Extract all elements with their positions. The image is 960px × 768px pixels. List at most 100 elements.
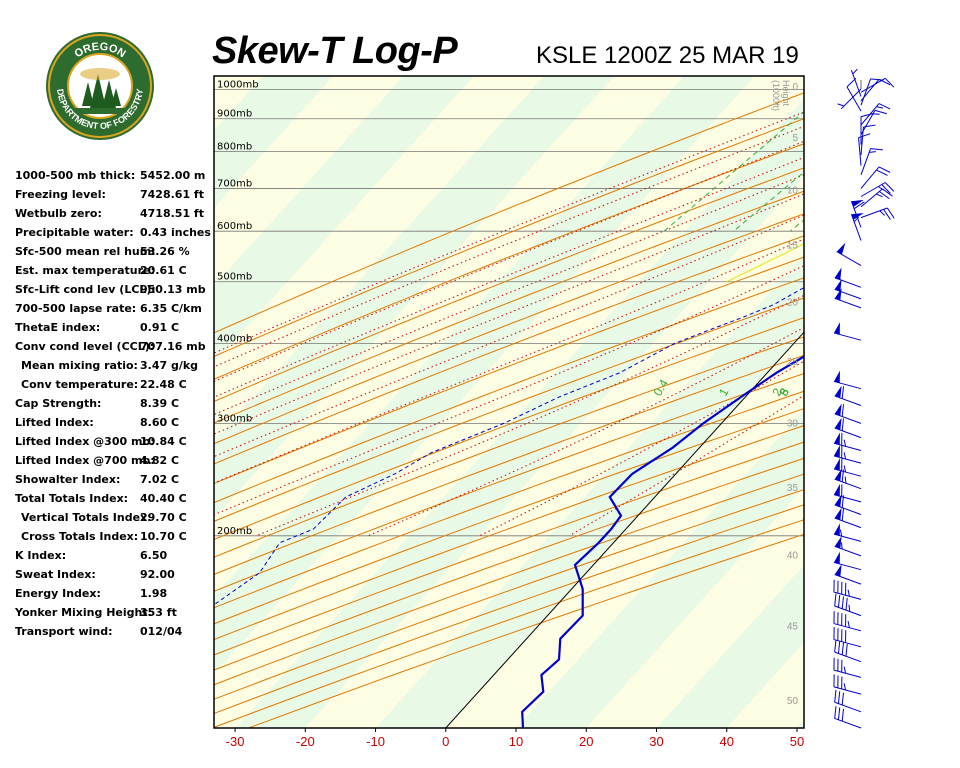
temperature-tick-label: 10 bbox=[509, 734, 523, 749]
barb-staff bbox=[833, 380, 862, 390]
logo-top-text: OREGON bbox=[72, 41, 127, 61]
temperature-trace bbox=[521, 355, 804, 728]
wind-barb bbox=[837, 88, 862, 110]
dewpoint-trace bbox=[214, 287, 804, 606]
temperature-band bbox=[214, 76, 685, 597]
dry-adiabat-line bbox=[214, 213, 804, 445]
barb-feather bbox=[860, 113, 874, 118]
barb-feather bbox=[834, 593, 837, 607]
barb-feather bbox=[843, 666, 847, 674]
index-value: 012/04 bbox=[140, 625, 183, 638]
mixing-ratio-line bbox=[917, 76, 960, 231]
barb-staff bbox=[834, 277, 862, 288]
barb-feather bbox=[847, 621, 850, 628]
mixing-ratio-line bbox=[733, 171, 804, 232]
dry-adiabat-line bbox=[214, 235, 804, 465]
index-label: Precipitable water: bbox=[15, 226, 134, 239]
barb-feather bbox=[837, 707, 841, 720]
wind-barb bbox=[850, 68, 862, 97]
height-tick-label: 10 bbox=[787, 186, 799, 197]
index-label: ThetaE index: bbox=[15, 321, 101, 334]
pressure-label: 800mb bbox=[217, 141, 252, 152]
barb-feather bbox=[869, 151, 876, 153]
barb-feather bbox=[841, 642, 844, 655]
wind-barb bbox=[834, 417, 862, 439]
index-label: 1000-500 mb thick: bbox=[15, 169, 136, 182]
barb-feather bbox=[841, 418, 844, 431]
barb-flag bbox=[834, 507, 842, 521]
index-value: 4.82 C bbox=[140, 454, 180, 467]
wind-barb bbox=[833, 370, 862, 390]
temperature-band bbox=[796, 720, 804, 728]
dry-adiabat-line bbox=[214, 408, 804, 625]
index-label: Lifted Index: bbox=[15, 416, 94, 429]
dry-adiabat-line bbox=[214, 277, 804, 504]
index-value: 6.50 bbox=[140, 549, 168, 562]
wind-barb bbox=[834, 267, 862, 288]
mixing-ratio-line bbox=[663, 111, 804, 232]
barb-flag bbox=[834, 403, 842, 416]
wind-barb bbox=[834, 494, 862, 515]
barb-feather bbox=[882, 188, 893, 197]
barb-staff bbox=[834, 701, 862, 713]
barb-staff bbox=[833, 561, 862, 571]
height-axis-label: Height bbox=[781, 80, 791, 107]
barb-feather bbox=[848, 604, 851, 612]
index-label: Sfc-500 mean rel hum: bbox=[15, 245, 156, 258]
pressure-label: 500mb bbox=[217, 272, 252, 283]
wind-barb bbox=[858, 133, 871, 166]
barb-staff bbox=[860, 182, 886, 197]
wind-barb bbox=[860, 124, 876, 155]
temperature-band bbox=[235, 99, 804, 728]
barb-feather bbox=[884, 77, 895, 88]
moist-adiabat-line bbox=[214, 156, 804, 398]
barb-staff bbox=[840, 88, 862, 110]
pressure-label: 200mb bbox=[217, 526, 252, 537]
index-value: 950.13 mb bbox=[140, 283, 206, 296]
barb-staff bbox=[833, 639, 862, 648]
barb-feather bbox=[879, 191, 890, 200]
index-value: 1.98 bbox=[140, 587, 168, 600]
chart-title: Skew-T Log-P bbox=[212, 30, 458, 72]
barb-flag bbox=[834, 267, 842, 280]
barb-staff bbox=[834, 605, 862, 617]
pressure-label: 700mb bbox=[217, 178, 252, 189]
index-label: Sweat Index: bbox=[15, 568, 96, 581]
index-value: 5452.00 m bbox=[140, 169, 206, 182]
barb-feather bbox=[843, 465, 847, 473]
barb-staff bbox=[846, 86, 862, 112]
barb-flag bbox=[833, 523, 840, 536]
barb-flag bbox=[833, 483, 840, 497]
index-label: Yonker Mixing Height: bbox=[15, 606, 152, 619]
index-value: 707.16 mb bbox=[140, 340, 206, 353]
index-label: Showalter Index: bbox=[15, 473, 121, 486]
height-tick-label: 50 bbox=[787, 696, 799, 707]
temperature-band bbox=[726, 642, 804, 728]
barb-staff bbox=[836, 251, 862, 267]
index-value: 0.91 C bbox=[140, 321, 180, 334]
barb-staff bbox=[834, 395, 862, 406]
index-value: 40.40 C bbox=[140, 492, 187, 505]
wind-barb bbox=[833, 322, 862, 341]
dry-adiabat-line bbox=[214, 372, 804, 592]
dry-adiabat-line bbox=[214, 256, 804, 485]
barb-staff bbox=[833, 494, 862, 503]
wind-barb bbox=[850, 213, 864, 241]
pressure-label: 1000mb bbox=[217, 80, 259, 91]
barb-feather bbox=[841, 692, 844, 706]
barb-staff bbox=[833, 686, 862, 695]
index-label: Lifted Index @300 mb: bbox=[15, 435, 155, 448]
barb-flag bbox=[834, 564, 842, 577]
pressure-label: 900mb bbox=[217, 109, 252, 120]
temperature-tick-label: 40 bbox=[720, 734, 734, 749]
index-value: 3.47 g/kg bbox=[140, 359, 199, 372]
barb-feather bbox=[881, 184, 891, 194]
wind-barb bbox=[860, 109, 888, 135]
index-label: Conv cond level (CCL): bbox=[15, 340, 155, 353]
index-label: Sfc-Lift cond lev (LCL): bbox=[15, 283, 156, 296]
barb-feather bbox=[837, 103, 845, 107]
index-value: 10.70 C bbox=[140, 530, 187, 543]
barb-feather bbox=[841, 404, 844, 417]
mixing-ratio-line bbox=[826, 76, 960, 231]
barb-feather bbox=[863, 124, 876, 128]
